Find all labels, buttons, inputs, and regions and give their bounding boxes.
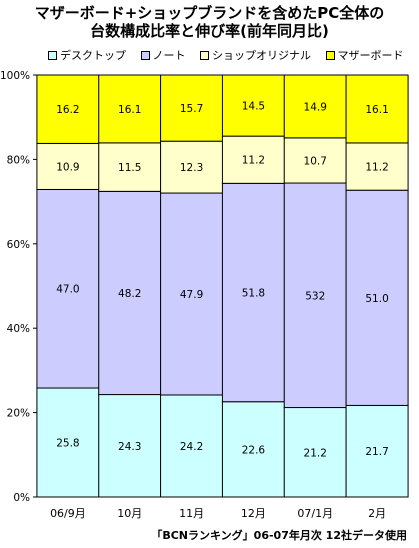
data-label: 51.8 <box>242 288 265 300</box>
y-tick-label: 20% <box>7 408 30 420</box>
legend-item-motherboard: マザーボード <box>325 49 404 62</box>
data-label: 16.1 <box>118 104 141 116</box>
legend-swatch-shop-original <box>200 51 209 60</box>
data-label: 21.7 <box>365 446 388 458</box>
legend-item-notebook: ノート <box>140 49 186 62</box>
bar-segment <box>36 74 100 144</box>
y-tick-label: 0% <box>13 492 30 504</box>
bar-segment <box>160 192 224 396</box>
legend-label-motherboard: マザーボード <box>337 49 404 62</box>
data-label: 12.3 <box>180 162 203 174</box>
data-label: 22.6 <box>242 444 266 456</box>
bar-segment <box>283 182 347 409</box>
bar-segment <box>283 407 347 498</box>
bar-segment <box>160 394 224 498</box>
data-label: 10.9 <box>56 161 79 173</box>
bar-segment <box>160 74 224 142</box>
bar-segment <box>98 190 162 396</box>
legend-label-shop-original: ショップオリジナル <box>212 49 311 62</box>
chart-title-line1: マザーボード+ショップブランドを含めたPC全体の <box>34 4 385 22</box>
legend-item-desktop: デスクトップ <box>48 49 126 62</box>
x-tick-label: 10月 <box>117 507 142 520</box>
data-label: 47.0 <box>56 284 79 296</box>
legend-item-shop-original: ショップオリジナル <box>200 49 311 62</box>
x-tick-label: 2月 <box>368 507 386 520</box>
x-tick-label: 07/1月 <box>297 507 333 520</box>
legend-swatch-desktop <box>48 51 57 60</box>
data-label: 10.7 <box>304 155 327 167</box>
bar-segment <box>221 182 285 403</box>
data-label: 11.2 <box>365 162 388 174</box>
bar-segment <box>345 74 409 144</box>
legend-label-notebook: ノート <box>152 49 186 62</box>
x-tick-label: 12月 <box>241 507 266 520</box>
bar-segment <box>98 142 162 192</box>
legend: デスクトップ ノート ショップオリジナル マザーボード <box>48 49 415 62</box>
chart-title-line2: 台数構成比率と伸び率(前年同月比) <box>90 22 329 40</box>
data-label: 51.0 <box>365 293 388 305</box>
bar-segment <box>98 74 162 144</box>
data-label: 14.9 <box>304 101 327 113</box>
x-tick-label: 11月 <box>179 507 204 520</box>
data-label: 16.2 <box>56 104 79 116</box>
bar-segment <box>345 404 409 498</box>
bar-segment <box>221 74 285 137</box>
legend-swatch-notebook <box>140 51 150 60</box>
bar-segment <box>221 135 285 184</box>
bar-segment <box>283 74 347 139</box>
data-label: 15.7 <box>180 103 203 115</box>
data-label: 47.9 <box>180 289 203 301</box>
data-label: 24.2 <box>180 441 203 453</box>
data-label: 24.3 <box>118 441 141 453</box>
bar-segment <box>36 188 100 389</box>
data-label: 48.2 <box>118 288 141 300</box>
data-label: 532 <box>305 290 325 302</box>
y-tick-label: 100% <box>0 70 30 82</box>
bar-segment <box>283 137 347 184</box>
y-tick-label: 60% <box>7 239 30 251</box>
bar-segment <box>221 401 285 498</box>
y-tick-label: 40% <box>7 323 30 335</box>
source-footnote: 「BCNランキング」06-07年月次 12社データ使用 <box>151 529 407 542</box>
legend-swatch-motherboard <box>325 51 335 60</box>
bar-segment <box>345 189 409 406</box>
legend-label-desktop: デスクトップ <box>60 49 126 62</box>
data-label: 25.8 <box>56 438 79 450</box>
data-label: 21.2 <box>304 447 327 459</box>
data-label: 11.2 <box>242 155 265 167</box>
y-tick-label: 80% <box>7 154 30 166</box>
data-label: 16.1 <box>365 104 388 116</box>
bar-segment <box>36 387 100 498</box>
data-label: 14.5 <box>242 101 265 113</box>
data-label: 11.5 <box>118 162 141 174</box>
x-tick-label: 06/9月 <box>50 507 86 520</box>
